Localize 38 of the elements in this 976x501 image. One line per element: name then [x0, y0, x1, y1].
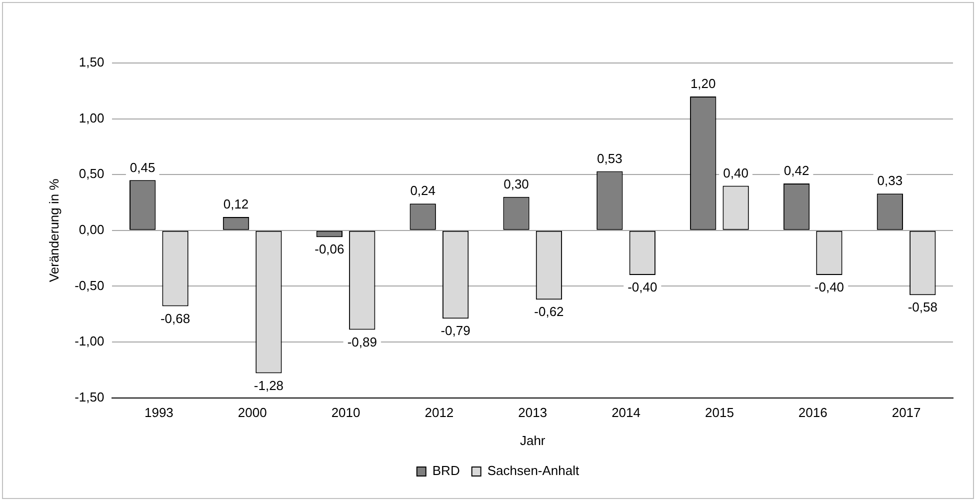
y-axis-title: Veränderung in %: [46, 178, 62, 282]
y-tick-label: 0,50: [78, 166, 104, 182]
x-tick-label: 2000: [238, 405, 267, 420]
data-label: 0,12: [223, 196, 249, 212]
data-label: 1,20: [690, 76, 716, 92]
data-label: 0,40: [723, 165, 748, 180]
data-label: 0,45: [130, 160, 156, 175]
data-label: 0,30: [504, 176, 529, 192]
y-tick-label: -0,50: [74, 278, 104, 293]
data-label: -0,58: [908, 300, 938, 315]
data-label: -0,62: [534, 304, 564, 320]
data-label: -0,40: [628, 280, 658, 295]
x-tick-label: 2014: [612, 405, 640, 420]
data-label: -0,68: [160, 310, 190, 326]
x-tick-label: 1993: [144, 405, 174, 420]
data-label: 0,53: [597, 150, 622, 166]
data-label: -0,79: [440, 323, 470, 338]
y-tick-label: -1,00: [74, 334, 104, 349]
y-tick-label: 0,00: [78, 222, 104, 237]
x-tick-label: 2012: [424, 405, 454, 420]
y-tick-label: -1,50: [74, 389, 104, 404]
x-tick-label: 2016: [798, 405, 828, 420]
x-tick-label: 2015: [704, 405, 734, 420]
x-tick-label: 2010: [331, 405, 360, 420]
data-label: 0,42: [784, 163, 810, 178]
legend-label: BRD: [432, 463, 460, 478]
data-label: 0,24: [410, 183, 436, 198]
y-tick-label: 1,50: [78, 54, 104, 70]
data-label: -0,06: [314, 242, 344, 257]
data-label: -1,28: [254, 378, 284, 393]
data-label: -0,40: [814, 280, 844, 295]
legend-label: Sachsen-Anhalt: [487, 463, 580, 478]
y-tick-label: 1,00: [78, 110, 104, 126]
data-label: 0,33: [877, 173, 903, 188]
data-label: -0,89: [347, 334, 377, 350]
x-tick-label: 2013: [518, 405, 548, 420]
x-tick-label: 2017: [892, 405, 921, 420]
x-axis-title: Jahr: [520, 432, 546, 448]
